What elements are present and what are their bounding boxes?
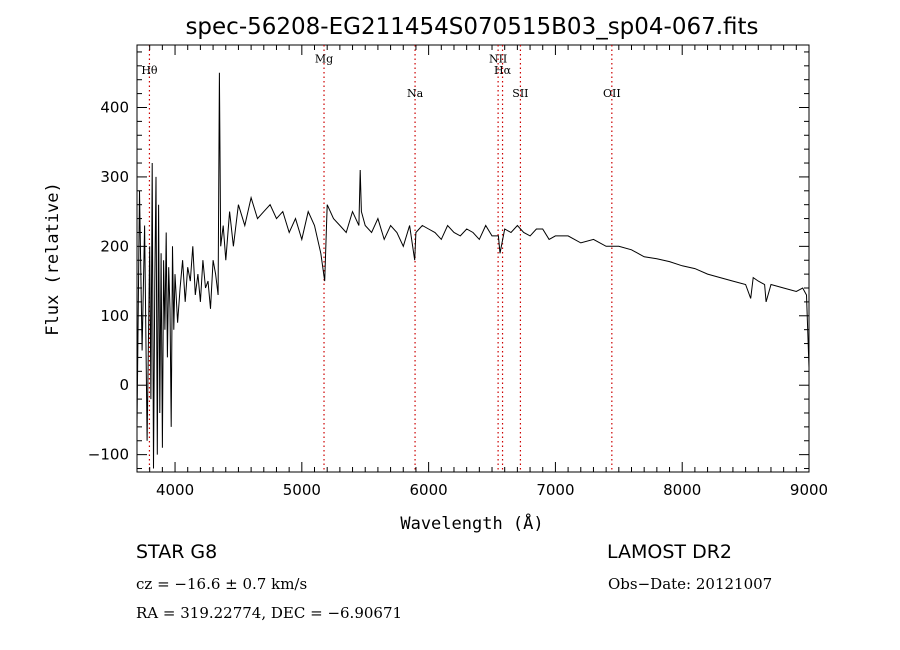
- x-tick-label: 9000: [790, 481, 828, 499]
- line-marker-label: OII: [603, 87, 621, 100]
- y-tick-label: 200: [100, 237, 129, 255]
- obs-date: Obs−Date: 20121007: [608, 575, 773, 593]
- x-tick-label: 4000: [156, 481, 194, 499]
- object-type: STAR G8: [136, 541, 218, 563]
- y-tick-label: 0: [119, 376, 129, 394]
- axis-ticks: 4000 5000 6000 7000 8000 9000 −100 0 100 200 300 40…: [88, 45, 828, 499]
- x-tick-label: 5000: [283, 481, 321, 499]
- line-marker-label: Na: [407, 87, 424, 100]
- line-marker-label: Hθ: [141, 64, 158, 77]
- redshift-cz: cz = −16.6 ± 0.7 km/s: [136, 575, 308, 593]
- survey-name: LAMOST DR2: [607, 541, 732, 563]
- coordinates: RA = 319.22774, DEC = −6.90671: [136, 604, 403, 622]
- y-tick-label: −100: [88, 446, 129, 464]
- line-marker-label: NII: [489, 52, 507, 65]
- x-tick-label: 7000: [536, 481, 574, 499]
- y-tick-label: 300: [100, 168, 129, 186]
- y-tick-label: 100: [100, 307, 129, 325]
- line-marker-label: Mg: [315, 52, 333, 65]
- chart-title: spec-56208-EG211454S070515B03_sp04-067.f…: [185, 14, 758, 40]
- line-marker-label: Hα: [494, 64, 512, 77]
- x-tick-label: 8000: [663, 481, 701, 499]
- y-tick-label: 400: [100, 98, 129, 116]
- y-axis-label: Flux (relative): [43, 182, 63, 336]
- plot-frame: [136, 44, 810, 473]
- spectrum-line: [136, 72, 810, 469]
- line-marker-label: SII: [512, 87, 528, 100]
- x-tick-label: 6000: [410, 481, 448, 499]
- x-axis-label: Wavelength (Å): [400, 512, 543, 534]
